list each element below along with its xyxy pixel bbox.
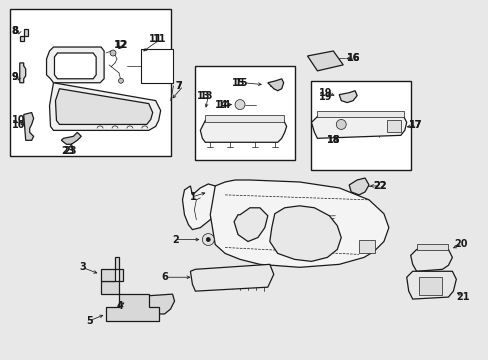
Polygon shape: [49, 83, 161, 130]
Text: 15: 15: [235, 78, 248, 88]
Polygon shape: [307, 51, 343, 71]
Polygon shape: [269, 206, 341, 261]
Polygon shape: [124, 294, 174, 314]
Circle shape: [206, 238, 210, 242]
Text: 20: 20: [453, 239, 467, 248]
Text: 13: 13: [200, 91, 213, 101]
Text: 2: 2: [171, 234, 178, 244]
Text: 23: 23: [61, 146, 75, 156]
Circle shape: [202, 234, 214, 246]
Text: 9: 9: [12, 72, 19, 82]
Bar: [141, 49, 172, 83]
Text: 8: 8: [12, 26, 19, 36]
Polygon shape: [101, 257, 119, 281]
Text: 16: 16: [346, 53, 360, 63]
Text: 4: 4: [116, 301, 122, 311]
Text: 16: 16: [346, 53, 360, 63]
Text: 17: 17: [408, 121, 421, 130]
Polygon shape: [339, 91, 356, 103]
Circle shape: [235, 100, 244, 109]
Text: 18: 18: [326, 135, 340, 145]
Bar: [205, 114, 283, 122]
Circle shape: [110, 50, 116, 56]
Polygon shape: [101, 269, 122, 294]
Bar: [317, 111, 403, 117]
Text: 15: 15: [232, 78, 245, 88]
Circle shape: [118, 78, 123, 83]
Text: 6: 6: [162, 272, 168, 282]
Bar: [311, 81, 410, 170]
Text: 5: 5: [86, 316, 93, 326]
Text: 18: 18: [326, 135, 340, 145]
Text: 10: 10: [12, 116, 25, 126]
Text: 12: 12: [115, 40, 128, 50]
Polygon shape: [210, 180, 388, 267]
Polygon shape: [106, 294, 158, 321]
Bar: [358, 239, 374, 253]
Bar: [386, 121, 400, 132]
Polygon shape: [406, 271, 455, 299]
Text: 12: 12: [114, 40, 127, 50]
Polygon shape: [20, 63, 26, 83]
Polygon shape: [311, 117, 406, 138]
Text: 7: 7: [175, 81, 182, 91]
Text: 13: 13: [197, 91, 210, 101]
Text: 11: 11: [152, 34, 166, 44]
Text: 9: 9: [12, 72, 19, 82]
Text: 11: 11: [148, 34, 162, 44]
Text: 3: 3: [80, 262, 86, 272]
Polygon shape: [410, 249, 451, 271]
Bar: [416, 243, 447, 251]
Polygon shape: [190, 264, 273, 291]
Text: 7: 7: [175, 81, 182, 91]
Polygon shape: [54, 53, 96, 79]
Text: 1: 1: [189, 192, 196, 202]
Text: 19: 19: [319, 92, 332, 102]
Text: 8: 8: [12, 26, 19, 36]
Polygon shape: [267, 79, 283, 91]
Polygon shape: [234, 208, 267, 242]
Polygon shape: [182, 184, 218, 230]
Polygon shape: [200, 121, 286, 142]
Text: 19: 19: [319, 88, 332, 98]
Bar: [418, 277, 442, 295]
Text: 23: 23: [63, 146, 77, 156]
Bar: [10, 9, 170, 156]
Polygon shape: [20, 29, 28, 41]
Text: 21: 21: [455, 292, 469, 302]
Text: 14: 14: [218, 100, 231, 109]
Polygon shape: [46, 47, 104, 83]
Text: 17: 17: [408, 121, 421, 130]
Text: 22: 22: [372, 181, 386, 191]
Polygon shape: [348, 178, 368, 195]
Circle shape: [336, 120, 346, 129]
Bar: [195, 66, 294, 160]
Text: 14: 14: [215, 100, 228, 109]
Text: 22: 22: [372, 181, 386, 191]
Text: 10: 10: [12, 121, 25, 130]
Polygon shape: [55, 89, 152, 125]
Polygon shape: [61, 132, 81, 144]
Polygon shape: [24, 113, 34, 140]
